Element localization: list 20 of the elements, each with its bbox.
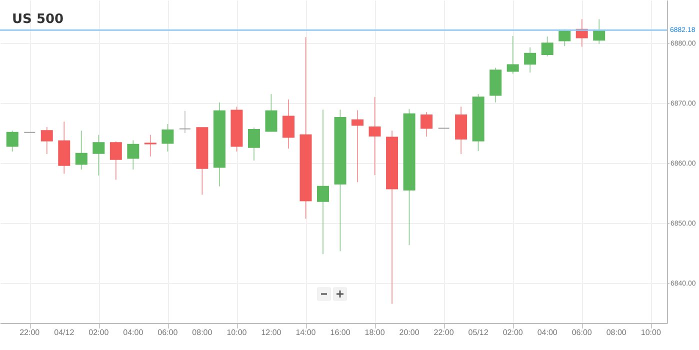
text: US 500 <box>12 12 64 27</box>
x-tick-label: 02:00 <box>502 328 524 337</box>
x-tick-label: 06:00 <box>572 328 592 337</box>
x-tick-label: 10:00 <box>640 328 662 337</box>
x-tick-label: 14:00 <box>296 328 316 337</box>
x-tick-label: 02:00 <box>88 328 110 337</box>
x-tick-label: 04/12 <box>54 328 75 337</box>
x-tick-label: 05/12 <box>468 328 489 337</box>
x-tick-label: 04:00 <box>123 328 144 337</box>
x-tick-label: 22:00 <box>20 328 40 337</box>
x-tick-label: 22:00 <box>434 328 454 337</box>
x-tick-label: 04:00 <box>537 328 558 337</box>
x-tick-label: 10:00 <box>226 328 248 337</box>
x-tick-label: 08:00 <box>192 328 213 337</box>
x-tick-label: 20:00 <box>399 328 420 337</box>
x-tick-label: 16:00 <box>330 328 351 337</box>
x-tick-label: 08:00 <box>606 328 627 337</box>
x-tick-label: 18:00 <box>364 328 386 337</box>
x-tick-label: 06:00 <box>158 328 178 337</box>
x-tick-label: 12:00 <box>261 328 282 337</box>
